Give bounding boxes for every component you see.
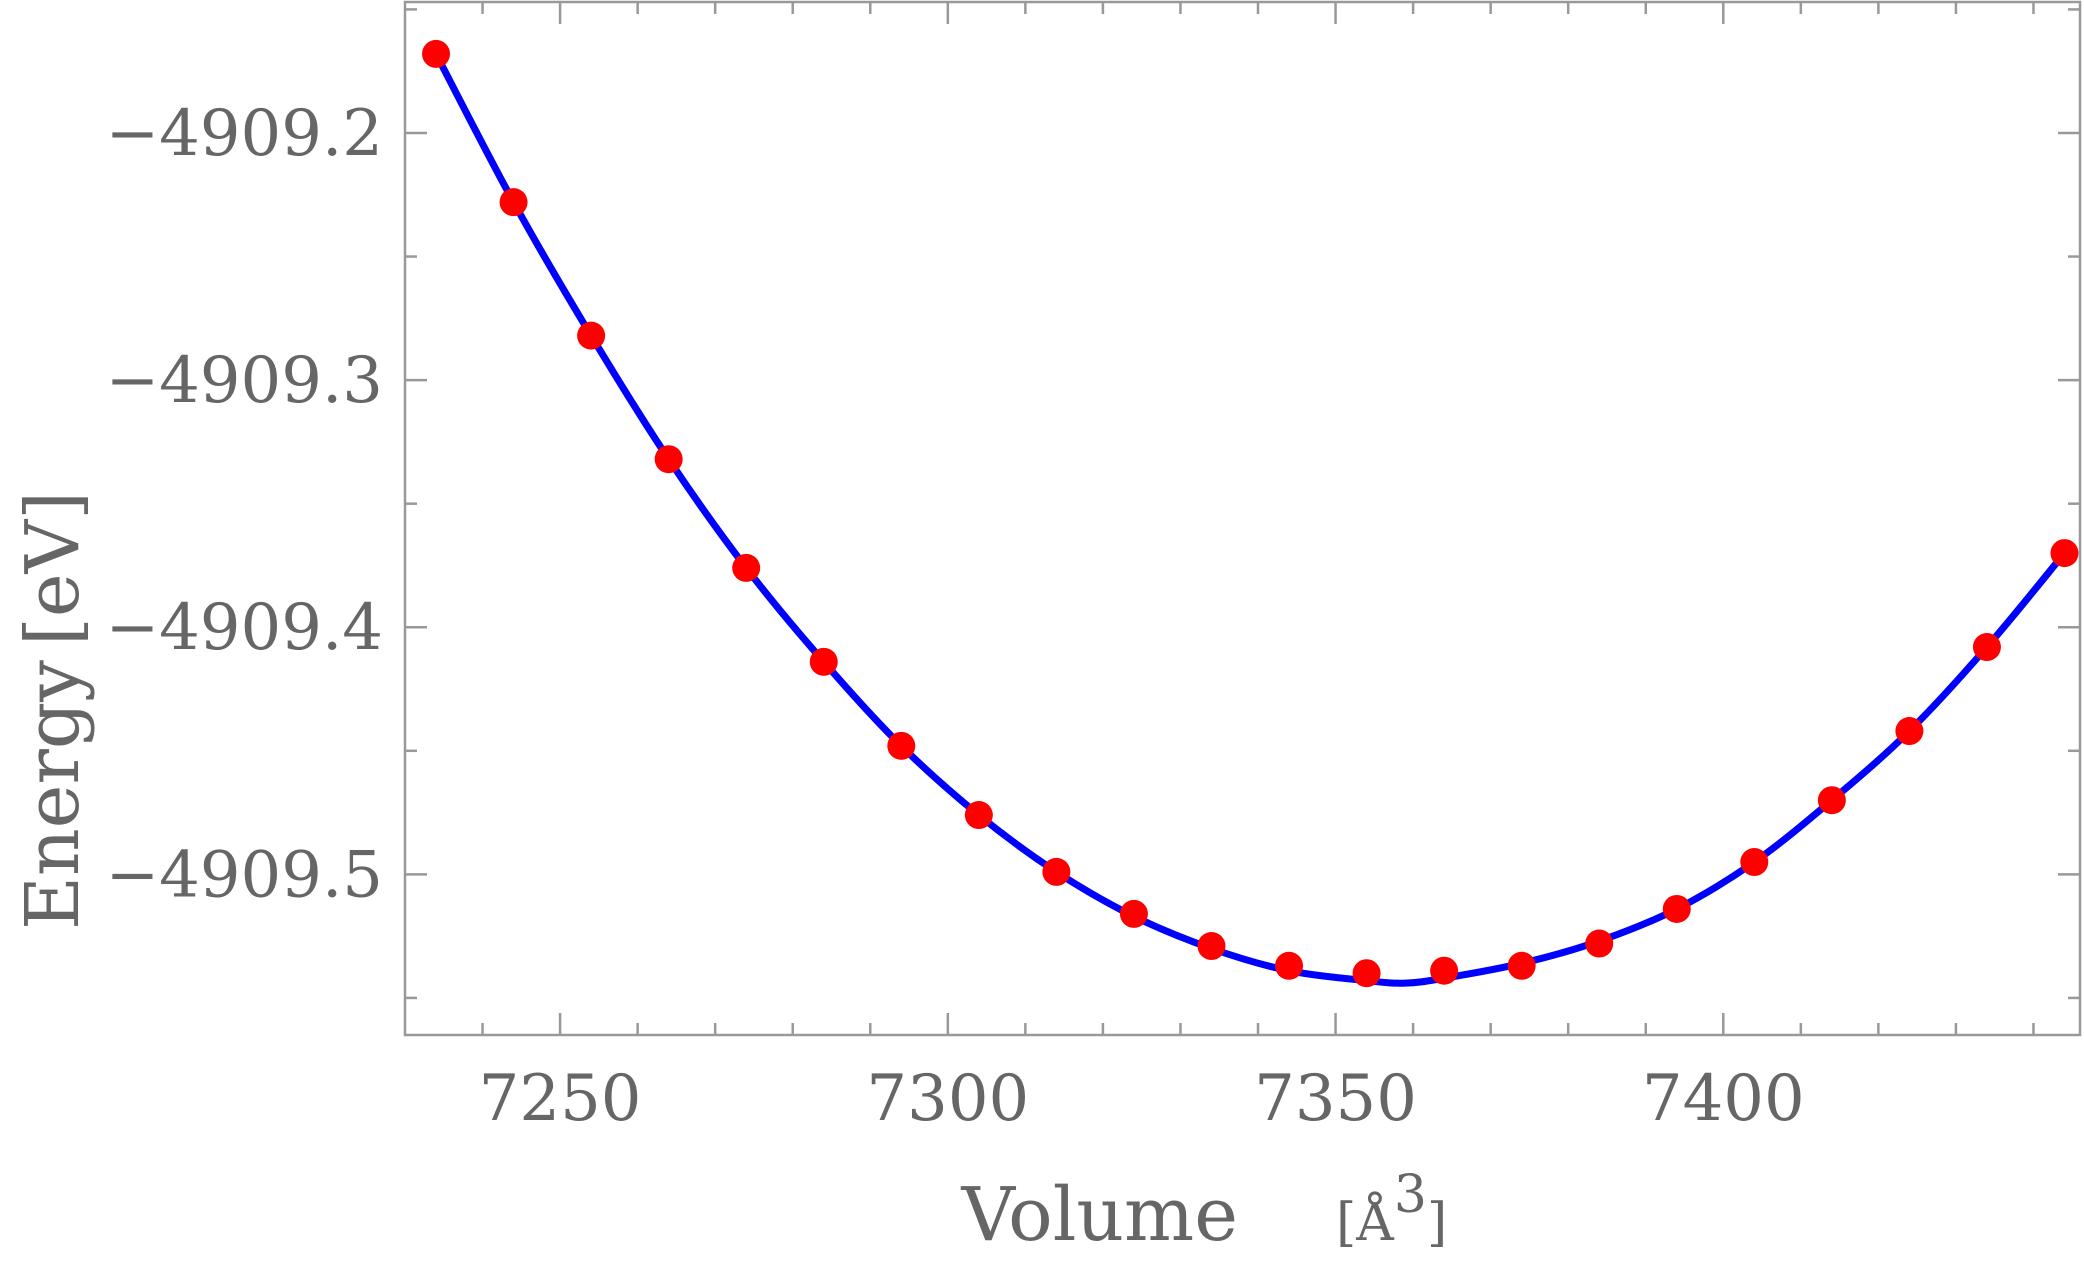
y-tick-label: −4909.2 (105, 97, 383, 171)
x-axis-unit-exponent: 3 (1394, 1165, 1427, 1225)
data-point (1817, 786, 1846, 815)
plot-frame (403, 0, 2082, 1037)
data-point (2050, 539, 2079, 568)
data-point (809, 647, 838, 676)
y-tick-label: −4909.5 (105, 838, 383, 912)
data-point (1119, 899, 1148, 928)
data-point (1740, 848, 1769, 877)
data-point (1972, 633, 2001, 662)
data-point (1275, 951, 1304, 980)
data-point (1895, 717, 1924, 746)
data-point (964, 801, 993, 830)
data-point (1662, 894, 1691, 923)
data-point (422, 39, 451, 68)
data-point (1430, 956, 1459, 985)
y-tick-label: −4909.4 (105, 591, 383, 665)
data-point (1585, 929, 1614, 958)
data-point (1352, 959, 1381, 988)
y-axis-unit: [eV] (10, 491, 96, 646)
x-axis-unit: [Å3] (1336, 1165, 1447, 1253)
fit-curve (432, 50, 2068, 987)
tick-labels: 7250 7300 7350 7400 −4909.2 −4909.3 −4909.4 −49… (105, 97, 1804, 1136)
data-point (654, 445, 683, 474)
x-tick-label: 7350 (1254, 1062, 1417, 1136)
data-point (577, 321, 606, 350)
x-tick-label: 7300 (866, 1062, 1029, 1136)
x-axis-label: Volume (961, 1172, 1239, 1258)
data-point (499, 188, 528, 217)
y-axis-label: Energy (10, 660, 96, 930)
x-tick-label: 7400 (1642, 1062, 1805, 1136)
x-tick-label: 7250 (479, 1062, 642, 1136)
data-point (1507, 951, 1536, 980)
data-point (887, 731, 916, 760)
data-point (1197, 932, 1226, 961)
data-point (1042, 857, 1071, 886)
data-point (732, 553, 761, 582)
y-tick-label: −4909.3 (105, 344, 383, 418)
data-points (422, 39, 2079, 988)
ticks (405, 2, 2080, 1035)
